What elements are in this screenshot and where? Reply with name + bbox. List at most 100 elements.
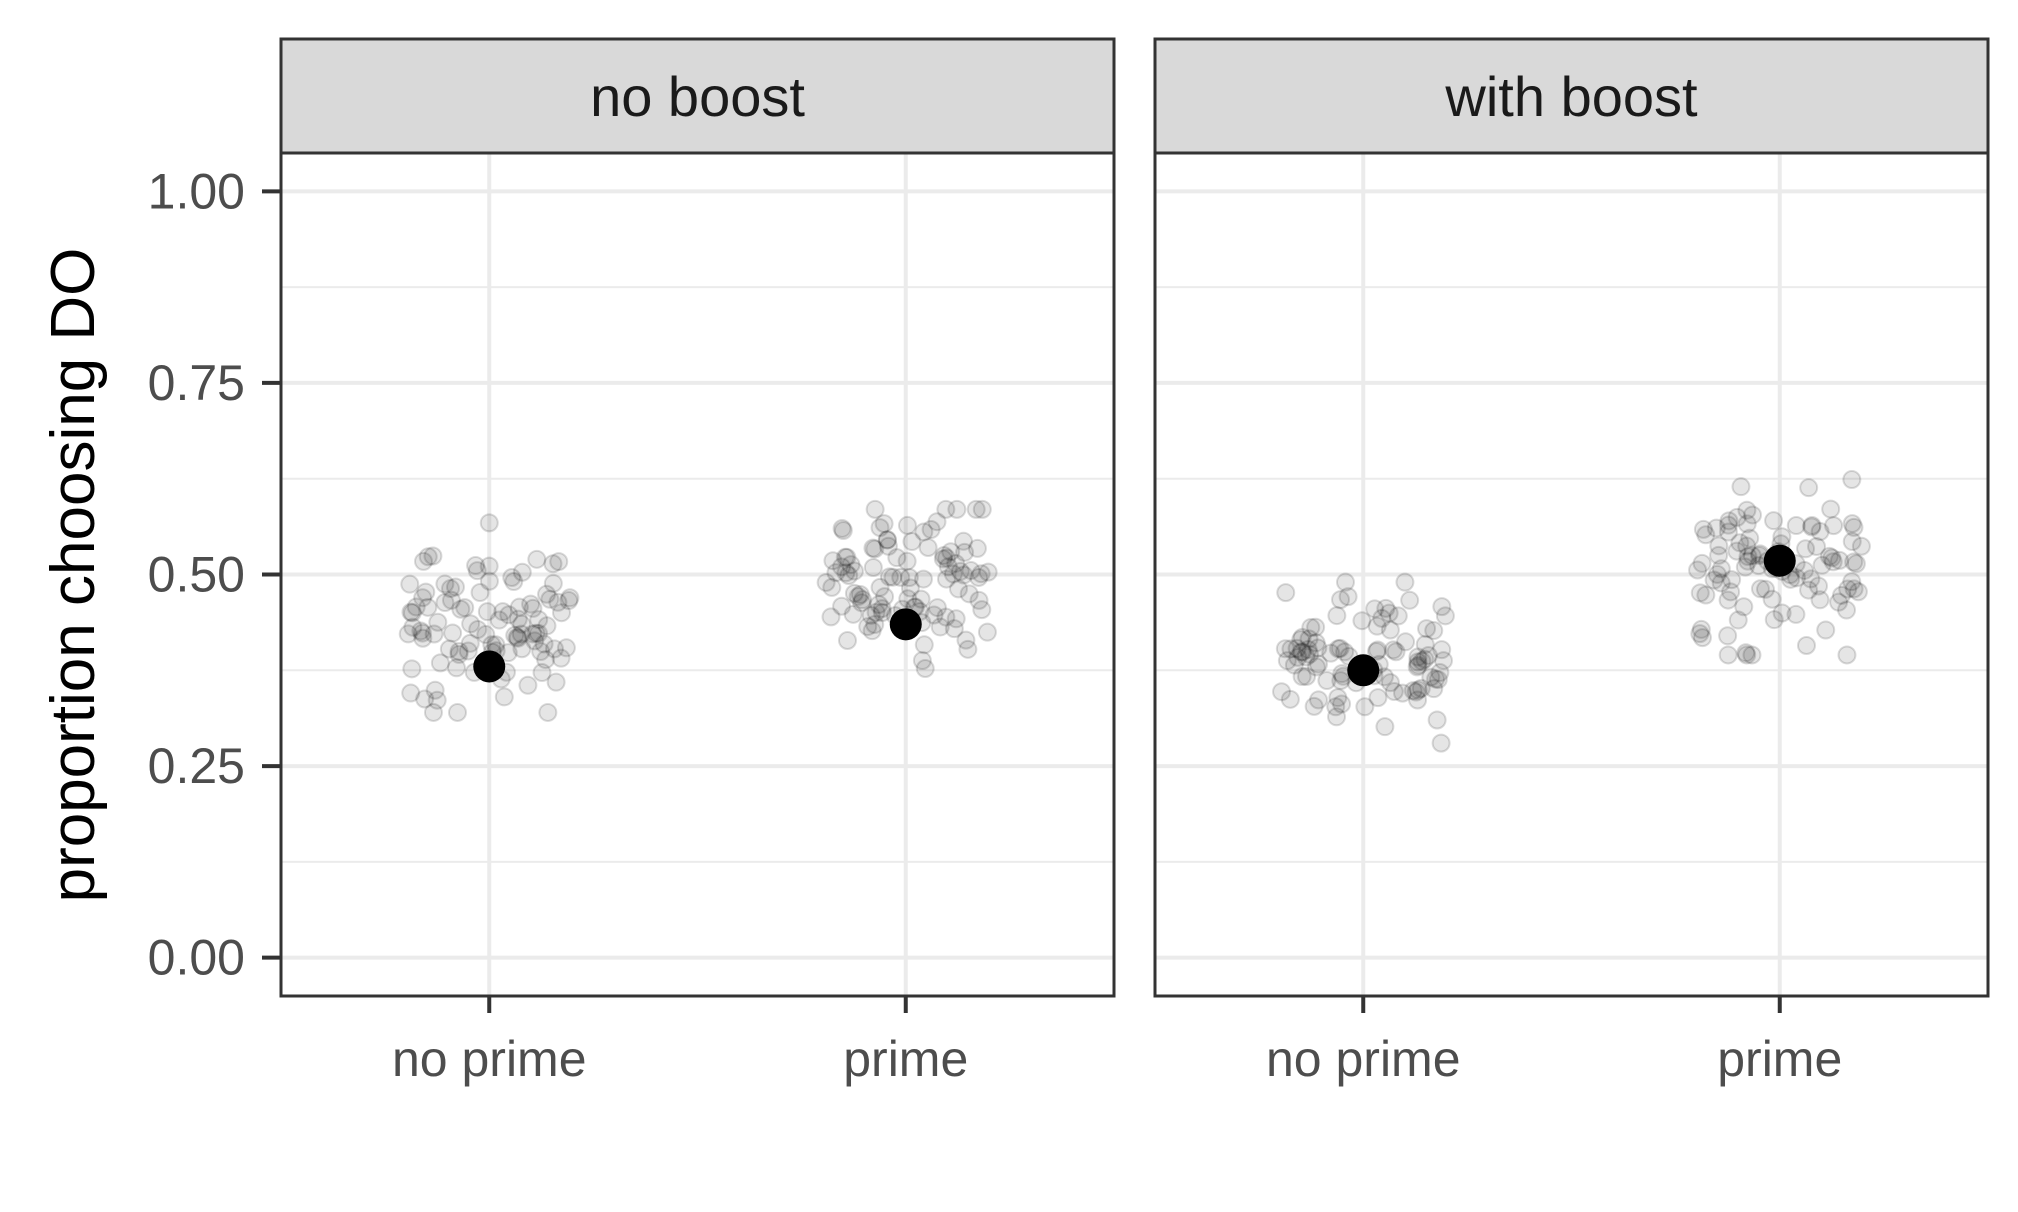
jitter-point [1291,642,1311,662]
jitter-point [1737,536,1757,556]
jitter-point [954,565,974,585]
jitter-point [1415,649,1435,669]
jitter-point [1331,590,1351,610]
jitter-point [559,591,579,611]
jitter-point [1810,522,1830,542]
jitter-point [1740,528,1760,548]
jitter-point [899,568,919,588]
jitter-point [1281,639,1301,659]
y-axis-title-group: proportion choosing DO [39,248,108,903]
jitter-point [1718,626,1738,646]
jitter-point [1727,507,1747,527]
jitter-point [1742,546,1762,566]
jitter-point [1304,696,1324,716]
jitter-point [414,551,434,571]
jitter-point [869,594,889,614]
jitter-point [1418,645,1438,665]
jitter-point [518,675,538,695]
jitter-point [1417,619,1437,639]
jitter-point [1842,532,1862,552]
jitter-point [1368,688,1388,708]
y-tick-label: 0.00 [148,930,245,986]
jitter-point [1380,673,1400,693]
jitter-point [897,515,917,535]
jitter-point [423,702,443,722]
jitter-point [1431,733,1451,753]
jitter-point [1432,640,1452,660]
jitter-point [441,579,461,599]
jitter-point [1823,552,1843,572]
jitter-point [1728,610,1748,630]
mean-point [473,650,506,683]
jitter-point [1706,518,1726,538]
jitter-point [844,561,864,581]
jitter-point [441,590,461,610]
jitter-point [866,602,886,622]
jitter-point [413,628,433,648]
jitter-point [937,548,957,568]
jitter-point [956,630,976,650]
jitter-point [955,542,975,562]
jitter-point [451,599,471,619]
jitter-point [915,659,935,679]
jitter-point [833,521,853,541]
jitter-point [1306,633,1326,653]
jitter-point [531,642,551,662]
jitter-point [862,621,882,641]
facet-strip [1153,37,1990,155]
jitter-point [1428,670,1448,690]
jitter-point [1292,666,1312,686]
jitter-point [494,687,514,707]
jitter-point [858,617,878,637]
jitter-point [425,680,445,700]
y-tick-label: 0.25 [148,738,245,794]
jitter-point [1696,585,1716,605]
jitter-point [1848,582,1868,602]
jitter-point [1719,511,1739,531]
jitter-point [841,555,861,575]
jitter-point [1308,638,1328,658]
jitter-point [446,658,466,678]
jitter-point [878,536,898,556]
jitter-point [1331,671,1351,691]
jitter-point [1415,634,1435,654]
jitter-point [1408,655,1428,675]
jitter-point [914,522,934,542]
jitter-point [1379,603,1399,623]
jitter-point [1408,652,1428,672]
y-tick-label: 1.00 [148,163,245,219]
jitter-point [435,593,455,613]
jitter-point [1321,643,1341,663]
jitter-point [1293,642,1313,662]
jitter-point [1831,585,1851,605]
jitter-point [1764,610,1784,630]
jitter-point [1366,642,1386,662]
jitter-point [1802,515,1822,535]
jitter-point [1301,617,1321,637]
jitter-point [966,499,986,519]
jitter-point [950,561,970,581]
jitter-point [887,548,907,568]
jitter-point [837,631,857,651]
jitter-point [536,650,556,670]
jitter-point [1737,645,1757,665]
jitter-point [549,552,569,572]
jitter-point [897,551,917,571]
jitter-point [523,598,543,618]
jitter-point [1742,645,1762,665]
jitter-point [911,589,931,609]
jitter-point [512,614,532,634]
jitter-point [1842,470,1862,490]
jitter-point [511,624,531,644]
jitter-point [936,569,956,589]
jitter-point [548,592,568,612]
jitter-point [1426,669,1446,689]
jitter-point [1403,681,1423,701]
jitter-point [470,583,490,603]
jitter-point [479,571,499,591]
jitter-point [924,605,944,625]
jitter-point [1330,638,1350,658]
jitter-point [1435,606,1455,626]
jitter-point [430,653,450,673]
jitter-point [1718,590,1738,610]
